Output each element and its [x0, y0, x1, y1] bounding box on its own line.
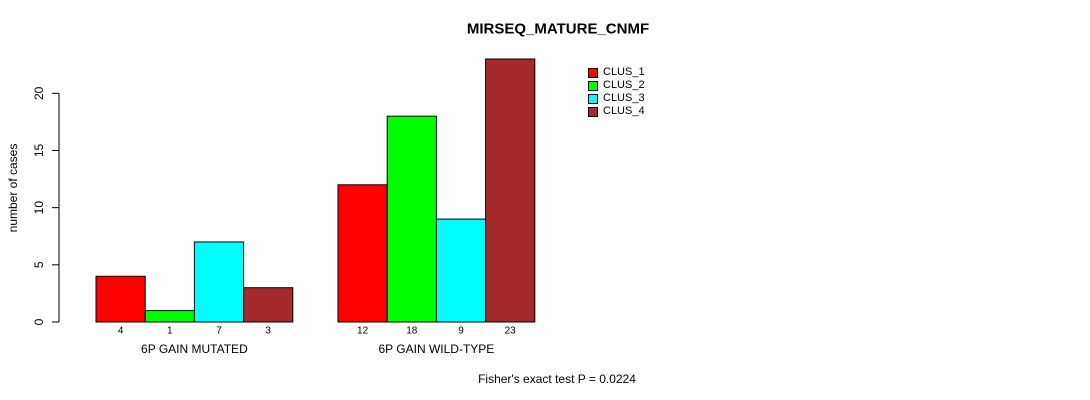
bar-value-label: 18: [406, 326, 418, 337]
legend-swatch: [588, 67, 598, 78]
legend-swatch: [588, 93, 598, 104]
bar-value-label: 3: [265, 326, 271, 337]
group-label: 6P GAIN MUTATED: [141, 342, 248, 356]
legend-item: CLUS_4: [588, 105, 645, 118]
legend-swatch: [588, 80, 598, 91]
chart-title: MIRSEQ_MATURE_CNMF: [466, 20, 650, 38]
legend-item: CLUS_1: [588, 66, 645, 79]
legend-label: CLUS_3: [603, 92, 645, 104]
bar-value-label: 1: [167, 326, 173, 337]
y-tick-label: 5: [32, 261, 46, 268]
y-tick-label: 0: [32, 318, 46, 325]
annotation-text: Fisher's exact test P = 0.0224: [478, 372, 636, 386]
bar-value-label: 7: [216, 326, 222, 337]
legend-item: CLUS_2: [588, 79, 645, 92]
legend-label: CLUS_1: [603, 66, 645, 78]
legend-swatch: [588, 106, 598, 117]
legend-label: CLUS_2: [603, 79, 645, 91]
bar: [144, 310, 195, 323]
bar: [485, 58, 536, 323]
y-tick-label: 10: [32, 201, 46, 215]
legend-item: CLUS_3: [588, 92, 645, 105]
bar-value-label: 9: [458, 326, 464, 337]
bar: [337, 184, 388, 323]
bar-value-label: 12: [357, 326, 369, 337]
bar-value-label: 23: [505, 326, 517, 337]
y-tick-label: 20: [32, 86, 46, 100]
bar: [95, 275, 146, 323]
bar: [193, 241, 245, 323]
bar: [435, 218, 487, 323]
bar-value-label: 4: [118, 326, 124, 337]
bar: [243, 287, 294, 323]
group-label: 6P GAIN WILD-TYPE: [378, 342, 494, 356]
legend: CLUS_1 CLUS_2 CLUS_3 CLUS_4: [588, 66, 645, 118]
y-tick-label: 15: [32, 143, 46, 157]
legend-label: CLUS_4: [603, 105, 645, 117]
bar: [386, 115, 437, 323]
